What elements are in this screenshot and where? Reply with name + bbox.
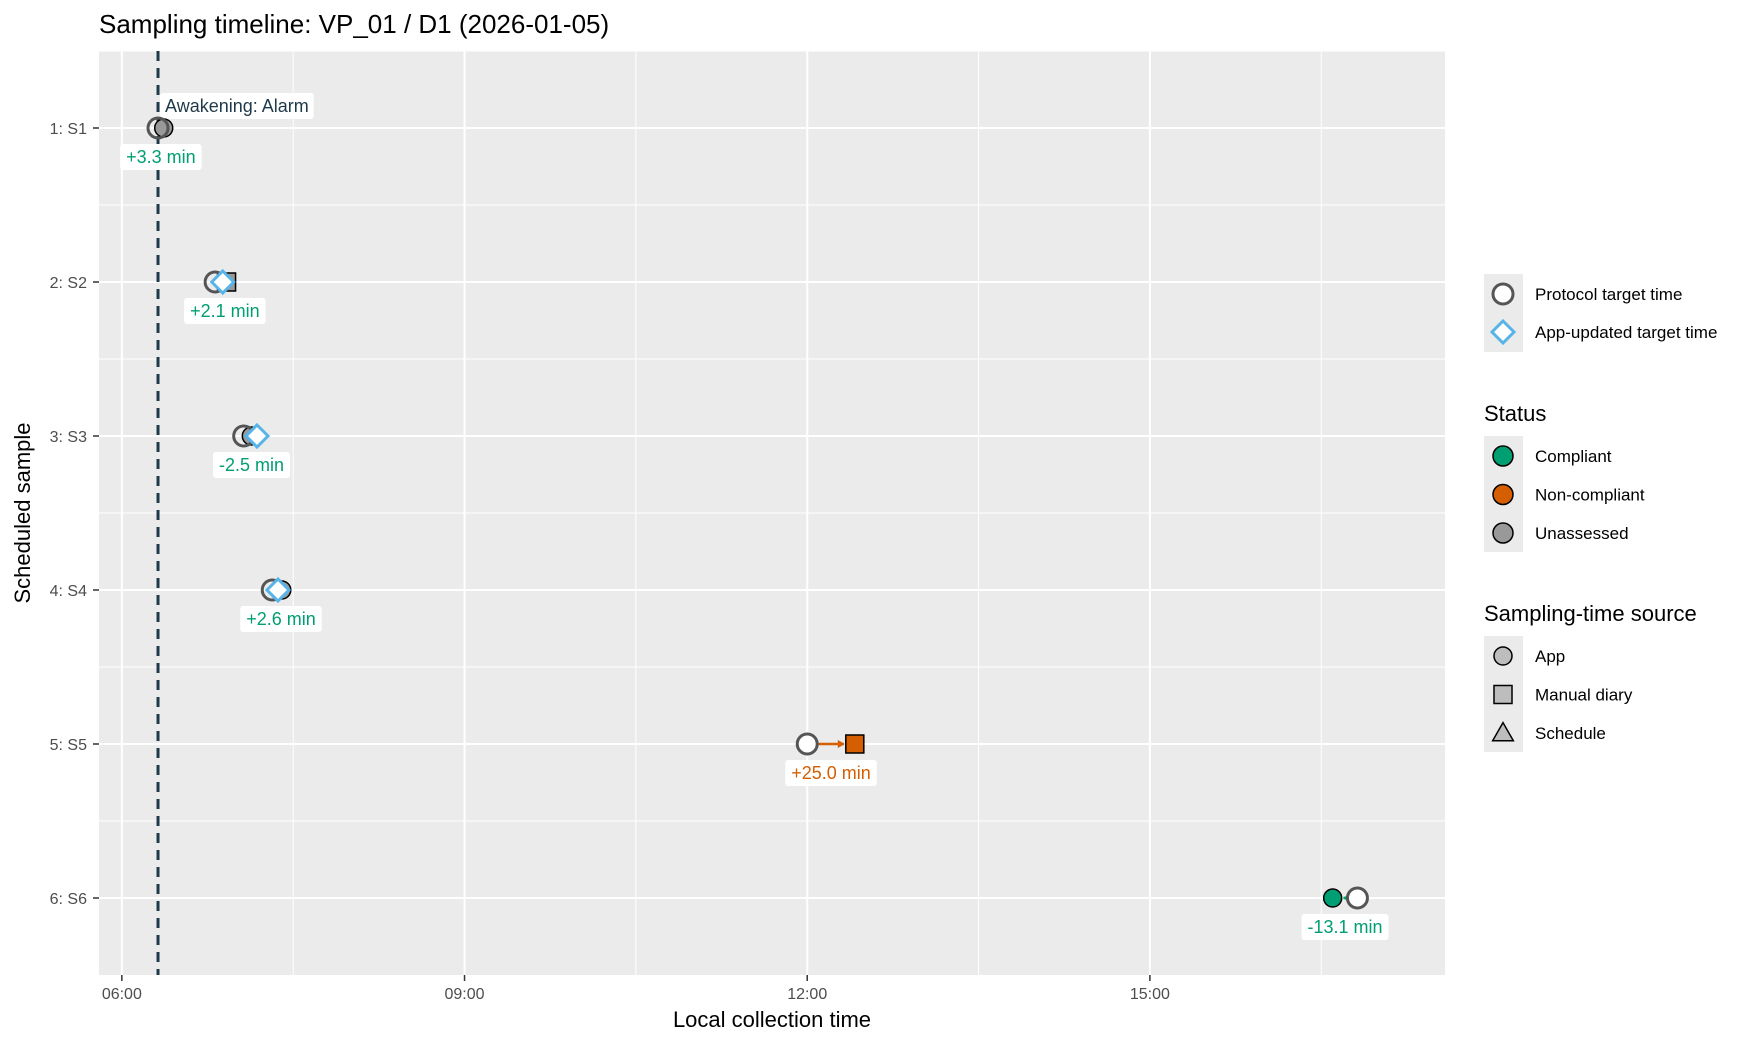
legend: Protocol target time App-updated target t… [1484,274,1717,752]
deviation-label-box [120,144,202,170]
sample-row-3: -2.5 min [212,422,291,478]
legend-source-circle-icon [1493,646,1513,666]
legend-status-title: Status [1484,401,1546,426]
sample-row-4: +2.6 min [240,576,322,632]
x-tick-label: 15:00 [1130,986,1170,1003]
app-target-point [264,576,292,604]
data-marks: +3.3 min +2.1 min -2.5 min +2.6 min +25.0 mi… [120,116,1389,940]
legend-app-target-icon [1489,318,1517,346]
y-tick-label: 3: S3 [50,429,87,446]
x-axis-title: Local collection time [673,1007,871,1032]
legend-status-swatch [1492,522,1514,544]
protocol-target-point [795,732,819,756]
legend-source-label: Manual diary [1535,686,1633,705]
app-target-point [209,268,236,296]
collection-point [1322,888,1343,908]
legend-source-title: Sampling-time source [1484,601,1697,626]
y-tick-label: 5: S5 [50,737,87,754]
legend-status-label: Unassessed [1535,524,1629,543]
protocol-target-point [146,116,170,140]
x-tick-label: 12:00 [787,986,827,1003]
legend-source-label: App [1535,647,1565,666]
deviation-label: +2.6 min [246,609,316,629]
legend-status-label: Compliant [1535,447,1612,466]
deviation-label-box [184,298,266,324]
sample-row-2: +2.1 min [184,268,266,324]
awakening-marker: Awakening: Alarm [156,51,314,975]
chart-title: Sampling timeline: VP_01 / D1 (2026-01-0… [99,9,609,39]
awakening-label: Awakening: Alarm [165,96,309,116]
y-tick-label: 1: S1 [50,121,87,138]
collection-point [845,734,865,754]
app-target-point [243,422,271,450]
sample-row-6: -13.1 min [1301,886,1389,940]
awakening-label-box [160,93,314,119]
legend-status-swatch [1492,445,1514,467]
deviation-label: +3.3 min [126,147,196,167]
sample-row-1: +3.3 min [120,116,202,170]
axes: 06:00 09:00 12:00 15:00 1: S1 2: S2 3: S3 4: S4… [50,121,1170,1003]
deviation-label-box [1301,914,1389,940]
deviation-label: +25.0 min [791,763,871,783]
x-tick-label: 09:00 [445,986,485,1003]
deviation-arrowhead [837,740,845,748]
legend-target-label: App-updated target time [1535,323,1717,342]
x-tick-label: 06:00 [102,986,142,1003]
deviation-label: +2.1 min [190,301,260,321]
legend-status-label: Non-compliant [1535,486,1645,505]
y-tick-label: 6: S6 [50,891,87,908]
legend-source-square-icon [1493,684,1513,705]
legend-target-label: Protocol target time [1535,285,1682,304]
legend-protocol-target-icon [1491,282,1515,306]
legend-source-triangle-icon [1491,721,1515,742]
protocol-target-point [1345,886,1369,910]
y-tick-label: 2: S2 [50,275,87,292]
deviation-label: -13.1 min [1308,917,1383,937]
deviation-label-box [785,760,877,786]
deviation-label: -2.5 min [219,455,284,475]
deviation-label-box [212,452,291,478]
sample-row-5: +25.0 min [785,732,877,786]
deviation-label-box [240,606,322,632]
legend-source-label: Schedule [1535,724,1606,743]
grid-lines [99,50,1445,975]
legend-status-swatch [1492,483,1514,506]
y-tick-label: 4: S4 [50,583,87,600]
y-axis-title: Scheduled sample [10,422,35,603]
